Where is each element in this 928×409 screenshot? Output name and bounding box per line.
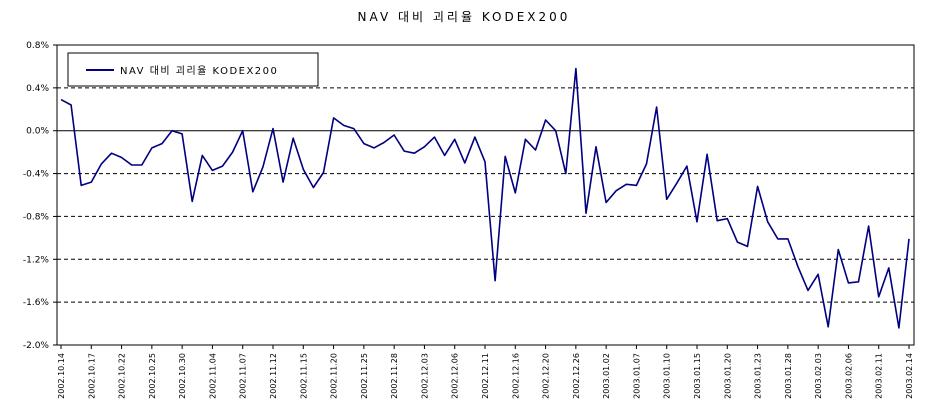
plot-area-frame — [56, 44, 915, 346]
x-tick-label: 2003.01.02 — [602, 353, 611, 399]
x-tick-label: 2002.12.06 — [451, 353, 460, 399]
x-tick-label: 2002.12.26 — [572, 353, 581, 399]
y-tick-label: 0.4% — [26, 84, 49, 94]
y-tick-label: -0.8% — [23, 212, 50, 222]
x-tick-label: 2002.11.04 — [208, 353, 217, 399]
x-tick-label: 2003.01.10 — [663, 353, 672, 399]
x-tick-label: 2002.11.15 — [299, 353, 308, 399]
y-tick-label: -1.6% — [23, 298, 50, 308]
x-tick-label: 2003.02.03 — [814, 353, 823, 399]
legend: NAV 대비 괴리율 KODEX200 — [67, 52, 319, 87]
x-tick-label: 2002.11.20 — [330, 353, 339, 399]
x-tick-label: 2003.01.28 — [784, 353, 793, 399]
x-tick-label: 2002.11.07 — [239, 353, 248, 399]
series-layer — [60, 67, 910, 329]
x-tick-label: 2003.02.11 — [875, 353, 884, 399]
x-tick-label: 2002.12.20 — [542, 353, 551, 399]
x-tick-label: 2003.02.14 — [905, 353, 914, 399]
x-axis-ticks: 2002.10.14 2002.10.17 2002.10.22 2002.10.25… — [57, 345, 914, 399]
gridlines — [56, 44, 915, 346]
x-tick-label: 2002.10.22 — [118, 353, 127, 399]
x-tick-label: 2003.01.15 — [693, 353, 702, 399]
y-axis-ticks: 0.8% 0.4% 0.0% -0.4% -0.8% -1.2% -1.6% -2.0% — [23, 41, 57, 351]
x-tick-label: 2003.01.07 — [632, 353, 641, 399]
legend-label: NAV 대비 괴리율 KODEX200 — [120, 65, 278, 77]
y-tick-label: -1.2% — [23, 255, 50, 265]
x-tick-label: 2002.11.12 — [269, 353, 278, 399]
x-tick-label: 2003.01.20 — [723, 353, 732, 399]
x-tick-label: 2002.11.28 — [390, 353, 399, 399]
x-tick-label: 2002.11.25 — [360, 353, 369, 399]
x-tick-label: 2002.12.03 — [420, 353, 429, 399]
x-tick-label: 2002.10.17 — [87, 353, 96, 399]
series-line — [60, 67, 910, 329]
x-tick-label: 2003.01.23 — [754, 353, 763, 399]
x-tick-label: 2002.10.14 — [57, 353, 66, 399]
y-tick-label: 0.8% — [26, 41, 49, 51]
x-tick-label: 2002.12.16 — [511, 353, 520, 399]
y-tick-label: 0.0% — [26, 127, 49, 137]
x-tick-label: 2002.10.25 — [148, 353, 157, 399]
chart-title: NAV 대비 괴리율 KODEX200 — [357, 10, 571, 24]
y-tick-label: -0.4% — [23, 170, 50, 180]
x-tick-label: 2002.10.30 — [178, 353, 187, 399]
y-tick-label: -2.0% — [23, 341, 50, 351]
x-tick-label: 2003.02.06 — [844, 353, 853, 399]
x-tick-label: 2002.12.11 — [481, 353, 490, 399]
